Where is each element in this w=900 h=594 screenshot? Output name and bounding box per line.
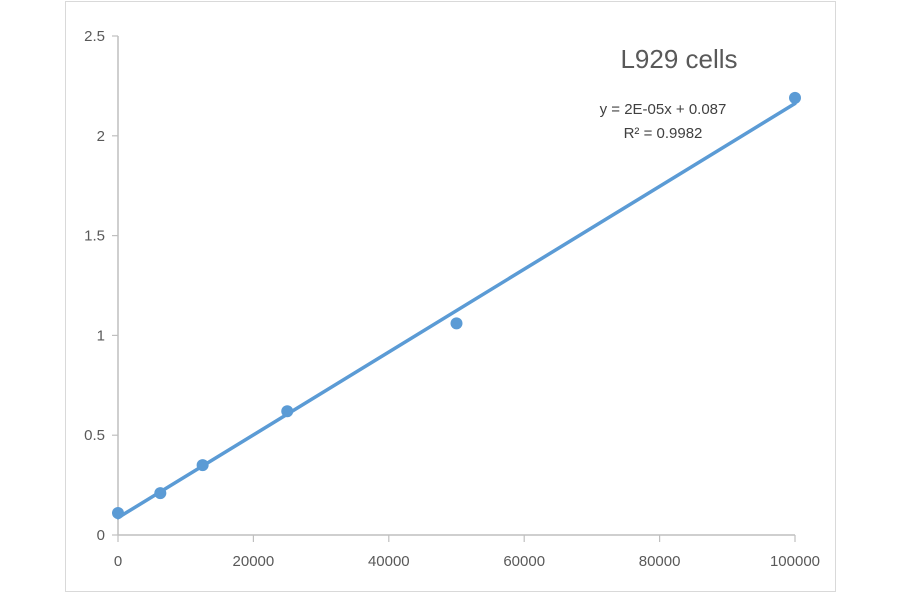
axes: 0 0.5 1 1.5 2 2.5 0 20000 40000 60000 80000 100000 xyxy=(84,28,820,570)
trendline xyxy=(116,101,797,520)
data-point xyxy=(450,317,463,330)
r-squared-label: R² = 0.9982 xyxy=(624,125,703,142)
data-point xyxy=(789,91,801,104)
x-tick-label: 80000 xyxy=(639,553,681,570)
data-point xyxy=(281,405,294,418)
x-tick-label: 60000 xyxy=(503,553,545,570)
trendline-equation: y = 2E-05x + 0.087 xyxy=(600,101,727,118)
data-point xyxy=(196,459,209,472)
data-point xyxy=(154,487,167,500)
y-tick-label: 0 xyxy=(97,527,105,544)
chart-area xyxy=(65,1,836,592)
y-tick-label: 2 xyxy=(97,128,105,145)
x-tick-label: 0 xyxy=(114,553,122,570)
chart-title: L929 cells xyxy=(620,44,737,74)
x-tick-label: 20000 xyxy=(233,553,275,570)
y-tick-label: 2.5 xyxy=(84,28,105,45)
linear-trendline xyxy=(116,101,797,520)
data-points xyxy=(112,91,801,520)
y-tick-label: 1 xyxy=(97,327,105,344)
y-tick-label: 0.5 xyxy=(84,427,105,444)
y-tick-label: 1.5 xyxy=(84,228,105,245)
data-point xyxy=(112,507,124,520)
x-tick-label: 40000 xyxy=(368,553,410,570)
x-tick-label: 100000 xyxy=(770,553,820,570)
